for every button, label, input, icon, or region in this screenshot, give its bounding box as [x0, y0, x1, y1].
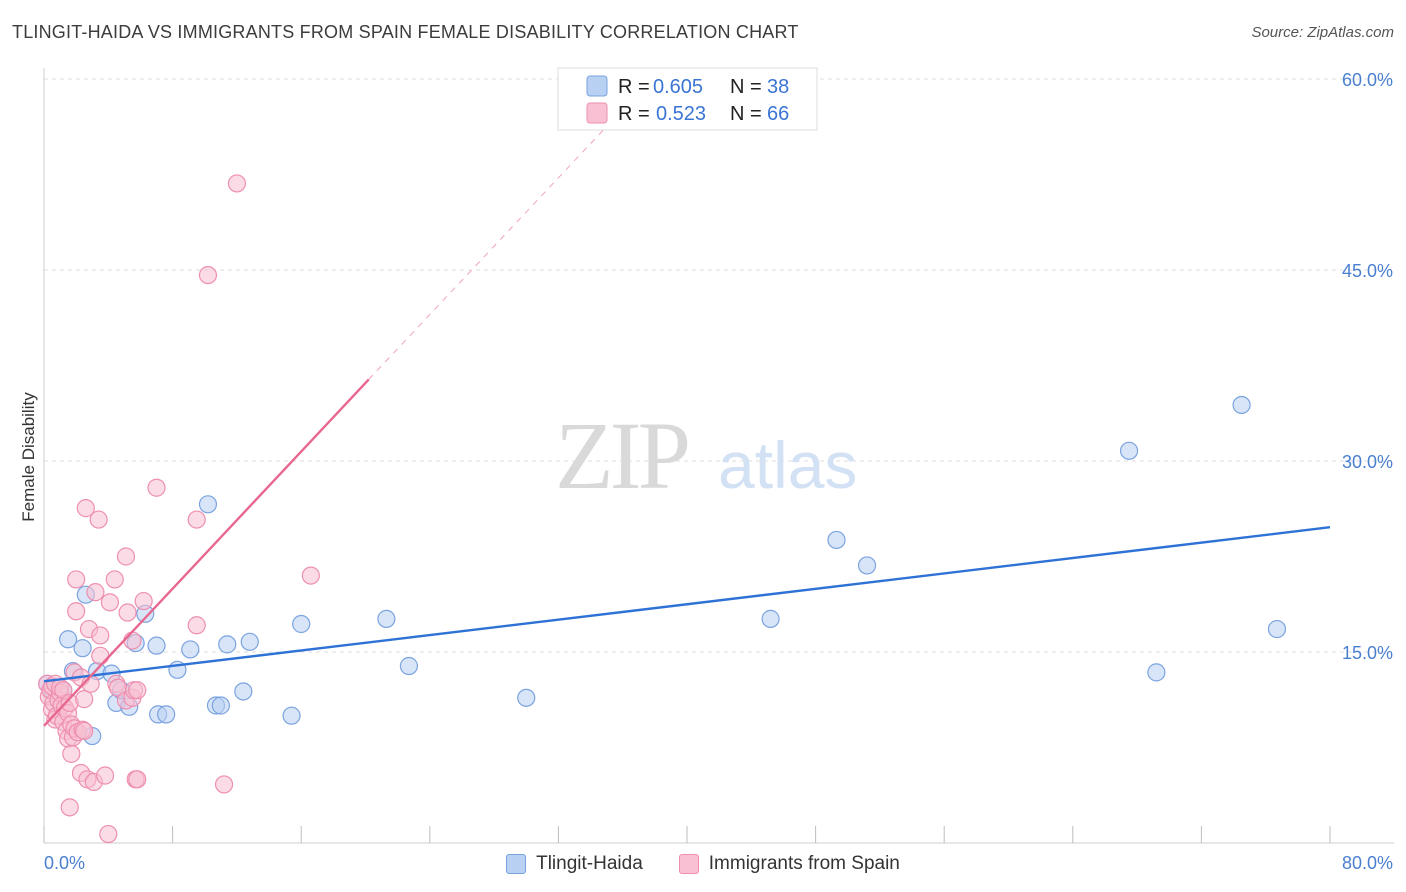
tlingit-haida-point	[218, 635, 237, 654]
legend-swatch-blue	[506, 854, 527, 874]
tlingit-haida-point	[240, 632, 259, 651]
immigrants-spain-point	[214, 775, 234, 794]
source-label: Source: ZipAtlas.com	[1251, 24, 1394, 41]
y-axis-title: Female Disability	[19, 392, 38, 522]
stats-legend-n-value: 66	[767, 103, 789, 125]
y-tick-label: 30.0%	[1342, 452, 1393, 472]
tlingit-haida-point	[282, 706, 301, 725]
immigrants-spain-point	[301, 566, 320, 585]
immigrants-spain-point	[128, 681, 147, 700]
tlingit-haida-point	[827, 530, 846, 550]
immigrants-spain-trend-line	[43, 378, 370, 727]
tlingit-haida-point	[1147, 663, 1166, 682]
immigrants-spain-point	[147, 478, 166, 497]
axes	[43, 68, 1394, 844]
immigrants-spain-point	[76, 499, 95, 518]
stats-legend-r-value: 0.605	[653, 76, 703, 98]
immigrants-spain-point	[95, 766, 115, 785]
immigrants-spain-point	[227, 174, 246, 193]
trend-lines	[43, 129, 1331, 727]
y-tick-label: 45.0%	[1342, 261, 1393, 281]
watermark-atlas: atlas	[718, 428, 857, 502]
tlingit-haida-point	[1232, 395, 1251, 415]
legend-item-immigrants-from-spain: Immigrants from Spain	[678, 850, 900, 878]
y-tick-label: 15.0%	[1342, 643, 1393, 663]
stats-legend: R = 0.605 N = 38 R = 0.523 N = 66	[557, 67, 818, 131]
tlingit-haida-point	[73, 639, 92, 658]
stats-legend-n-label: N =	[730, 76, 762, 98]
tlingit-haida-point	[181, 640, 200, 659]
immigrants-spain-point	[99, 824, 118, 844]
tlingit-haida-point	[211, 696, 230, 715]
immigrants-spain-point	[100, 593, 120, 612]
immigrants-spain-trend-extension	[368, 129, 604, 380]
tlingit-haida-point	[198, 495, 218, 514]
y-tick-label: 60.0%	[1342, 70, 1393, 90]
immigrants-spain-point	[118, 603, 137, 622]
watermark: ZIP atlas	[555, 402, 857, 509]
stats-legend-swatch-blue	[586, 75, 608, 97]
tlingit-haida-point	[292, 614, 311, 634]
tlingit-haida-point	[59, 630, 78, 649]
immigrants-spain-point	[134, 591, 153, 611]
stats-legend-r-value: 0.523	[656, 103, 706, 125]
tlingit-haida-point	[1267, 619, 1287, 639]
tlingit-haida-point	[157, 705, 176, 724]
immigrants-spain-point	[187, 616, 206, 635]
x-tick-label: 0.0%	[44, 853, 85, 873]
chart-title: TLINGIT-HAIDA VS IMMIGRANTS FROM SPAIN F…	[12, 22, 799, 42]
immigrants-spain-point	[67, 570, 86, 589]
legend-label: Immigrants from Spain	[708, 853, 900, 874]
series-legend: Tlingit-Haida Immigrants from Spain	[0, 850, 1406, 878]
tlingit-haida-point	[857, 556, 877, 575]
grid-lines	[44, 78, 1394, 653]
immigrants-spain-point	[198, 265, 218, 285]
tlingit-haida-point	[234, 682, 253, 701]
stats-legend-n-value: 38	[767, 76, 789, 98]
x-tick-label: 80.0%	[1342, 853, 1393, 873]
watermark-zip: ZIP	[555, 402, 688, 509]
legend-item-tlingit-haida: Tlingit-Haida	[506, 850, 643, 878]
tlingit-haida-point	[1119, 441, 1139, 460]
immigrants-spain-point	[89, 510, 108, 529]
tlingit-haida-point	[147, 636, 166, 655]
immigrants-spain-point	[75, 690, 94, 709]
tick-labels: 15.0% 30.0% 45.0% 60.0% 0.0% 80.0%	[44, 70, 1393, 873]
immigrants-spain-point	[91, 646, 110, 665]
tlingit-haida-trend-line	[43, 526, 1331, 683]
legend-label: Tlingit-Haida	[536, 853, 643, 874]
immigrants-spain-point	[116, 547, 136, 566]
stats-legend-r-label: R =	[618, 103, 650, 125]
stats-legend-swatch-pink	[586, 102, 608, 124]
immigrants-spain-point	[67, 602, 86, 621]
immigrants-spain-point	[75, 721, 94, 741]
immigrants-spain-point	[123, 631, 142, 650]
stats-legend-n-label: N =	[730, 103, 762, 125]
immigrants-spain-point	[91, 626, 110, 645]
tlingit-haida-point	[399, 656, 419, 676]
stats-legend-r-label: R =	[618, 76, 650, 98]
immigrants-spain-point	[86, 583, 105, 602]
tlingit-haida-point	[377, 609, 396, 628]
immigrants-spain-point	[105, 570, 124, 589]
legend-swatch-pink	[678, 854, 699, 874]
tlingit-haida-point	[761, 609, 780, 628]
immigrants-spain-point	[62, 744, 81, 763]
immigrants-spain-point	[60, 798, 79, 817]
immigrants-spain-point	[187, 510, 206, 529]
immigrants-spain-point	[128, 770, 147, 789]
data-points	[38, 174, 1287, 844]
tlingit-haida-point	[517, 688, 536, 707]
